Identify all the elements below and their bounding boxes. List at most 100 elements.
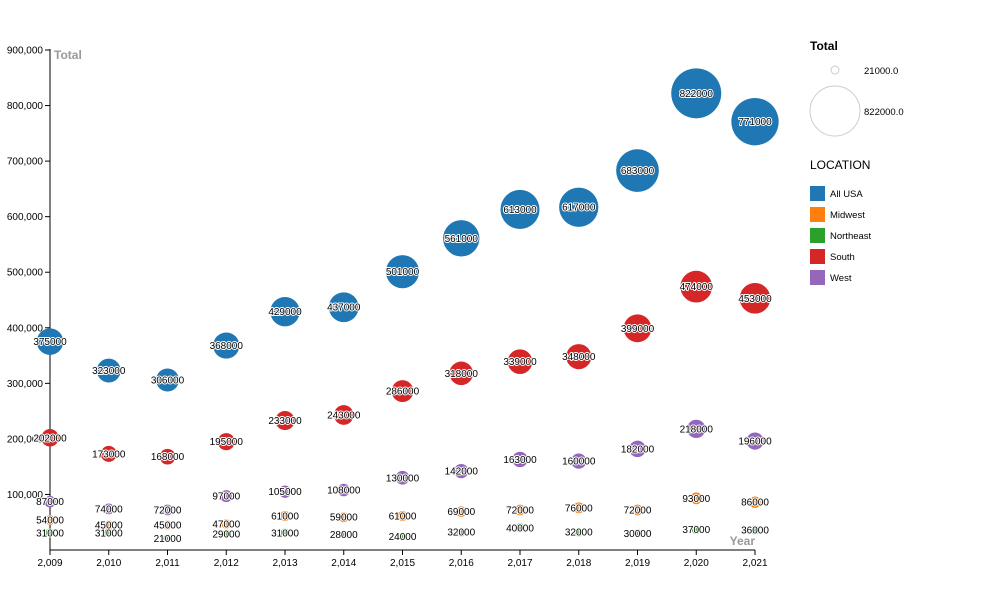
data-label: 47000 [212,519,240,530]
bubble-south[interactable] [41,429,59,447]
x-tick-label: 2,019 [625,558,650,569]
bubble-west[interactable] [687,419,706,439]
data-label: 86000 [741,498,769,509]
bubble-all-usa[interactable] [671,68,722,119]
data-label: 87000 [36,497,64,508]
bubble-west[interactable] [571,453,587,469]
bubble-all-usa[interactable] [385,255,420,289]
y-tick-label: 300,000 [7,379,44,390]
y-axis-ticks: 100,000 200,000 300,000 400,000 500,000 600,0… [7,46,50,501]
legend-swatch-south [810,249,825,264]
bubble-west[interactable] [220,490,233,503]
bubble-south[interactable] [217,433,235,451]
bubble-midwest[interactable] [104,520,114,530]
bubble-all-usa[interactable] [443,220,480,257]
y-tick-label: 100,000 [7,490,44,501]
bubble-northeast[interactable] [104,528,114,538]
bubble-south[interactable] [333,405,354,425]
data-label: 453000 [738,294,772,305]
bubble-south[interactable] [566,344,592,370]
legend-swatch-all-usa [810,186,825,201]
bubble-northeast[interactable] [339,530,348,539]
bubble-midwest[interactable] [573,502,585,514]
bubble-northeast[interactable] [398,532,407,541]
bubble-northeast[interactable] [456,527,466,537]
bubble-midwest[interactable] [162,520,173,530]
bubble-all-usa[interactable] [36,328,64,355]
data-label: 31000 [95,528,123,539]
bubble-south[interactable] [391,380,414,403]
bubble-midwest[interactable] [749,496,761,508]
data-label: 31000 [271,528,299,539]
bubble-south[interactable] [275,410,295,431]
bubble-northeast[interactable] [280,528,290,538]
legend-label-all-usa: All USA [830,189,863,200]
bubble-west[interactable] [454,463,469,479]
data-label: 29000 [212,529,240,540]
bubble-northeast[interactable] [691,525,701,534]
bubble-all-usa[interactable] [96,358,121,383]
bubble-west[interactable] [337,483,351,497]
bubble-all-usa[interactable] [731,98,779,146]
data-label: 617000 [562,203,596,214]
bubble-all-usa[interactable] [328,292,359,323]
bubble-northeast[interactable] [222,529,231,539]
data-label: 37000 [682,525,710,536]
bubble-northeast[interactable] [574,527,584,537]
data-label: 202000 [33,433,67,444]
bubble-west[interactable] [103,503,115,515]
data-label: 30000 [624,529,652,540]
bubble-midwest[interactable] [632,504,643,516]
bubble-all-usa[interactable] [616,149,659,192]
data-label: 429000 [268,307,302,318]
bubble-midwest[interactable] [45,515,55,525]
legend-swatch-midwest [810,207,825,222]
bubble-midwest[interactable] [338,512,349,523]
bubble-midwest[interactable] [455,506,467,517]
x-tick-label: 2,014 [331,558,356,569]
bubble-midwest[interactable] [221,519,231,529]
bubble-south[interactable] [159,448,176,465]
bubble-all-usa[interactable] [500,189,540,229]
bubble-northeast[interactable] [163,534,172,543]
bubble-south[interactable] [100,445,117,462]
x-tick-label: 2,015 [390,558,415,569]
bubble-all-usa[interactable] [213,332,240,359]
bubble-south[interactable] [449,361,474,386]
data-label: 399000 [621,324,655,335]
data-label: 233000 [268,416,302,427]
bubble-northeast[interactable] [45,528,55,538]
legend: Total 21000.0 822000.0 LOCATION All USA Mi… [809,39,904,285]
bubble-all-usa[interactable] [559,187,599,227]
bubble-west[interactable] [746,432,764,450]
data-label: 97000 [212,492,240,503]
bubble-all-usa[interactable] [156,368,179,392]
size-legend-max-label: 822000.0 [864,107,904,118]
bubble-west[interactable] [395,470,410,485]
bubble-northeast[interactable] [633,529,642,538]
y-tick-label: 600,000 [7,212,44,223]
bubble-midwest[interactable] [690,492,703,505]
data-label: 108000 [327,486,361,497]
bubble-west[interactable] [44,495,56,508]
y-tick-label: 700,000 [7,157,44,168]
data-label: 72000 [506,506,534,517]
size-legend-max-circle [809,85,861,137]
bubble-west[interactable] [162,504,173,516]
bubble-west[interactable] [278,485,292,498]
bubble-all-usa[interactable] [270,296,300,327]
bubble-midwest[interactable] [514,504,526,516]
bubble-south[interactable] [623,314,652,343]
bubble-south[interactable] [739,283,771,314]
bubble-west[interactable] [512,451,528,468]
data-label: 168000 [151,452,185,463]
bubble-northeast[interactable] [750,525,760,535]
bubble-south[interactable] [680,270,713,303]
bubble-midwest[interactable] [397,511,408,522]
bubble-midwest[interactable] [279,511,291,522]
data-label: 160000 [562,457,596,468]
bubble-northeast[interactable] [515,523,525,533]
bubble-south[interactable] [507,349,533,375]
data-label: 501000 [386,267,420,278]
bubble-west[interactable] [629,440,646,458]
